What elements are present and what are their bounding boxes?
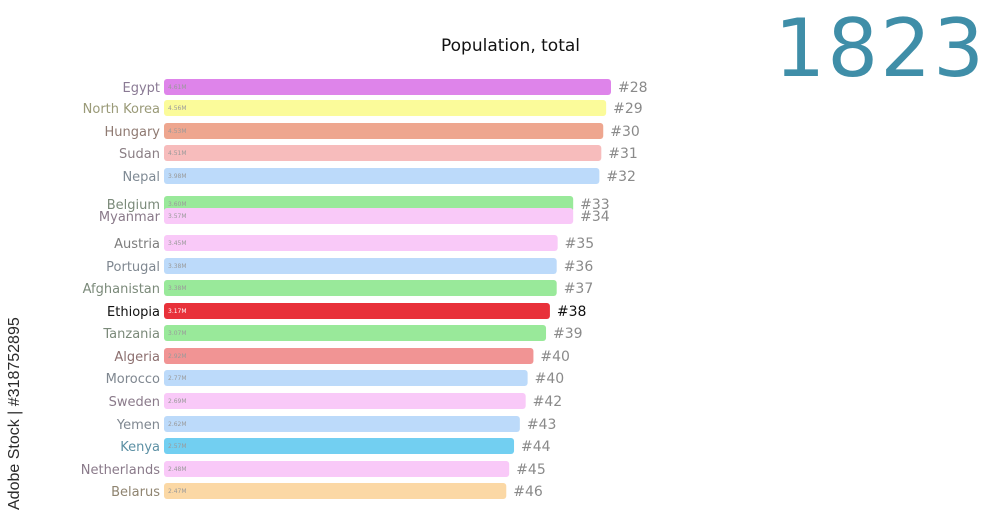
rank-label: #43 (527, 417, 557, 433)
rank-label: #40 (540, 349, 570, 365)
bar-value-label: 4.61M (168, 84, 187, 91)
rank-label: #45 (516, 462, 546, 478)
category-label: Egypt (122, 81, 160, 96)
bar-north-korea (164, 100, 607, 116)
category-label: Sweden (109, 395, 160, 410)
category-label: Kenya (120, 440, 160, 455)
category-label: Hungary (104, 125, 160, 140)
year-counter: 1823 (774, 2, 986, 95)
bar-value-label: 4.53M (168, 128, 187, 135)
category-label: Netherlands (81, 463, 160, 478)
category-label: Myanmar (99, 210, 161, 225)
chart-title: Population, total (441, 36, 580, 56)
bar-value-label: 2.69M (168, 398, 187, 405)
bar-value-label: 3.17M (168, 308, 187, 315)
category-label: Sudan (119, 147, 160, 162)
bar-portugal (164, 258, 557, 274)
category-label: Nepal (122, 170, 160, 185)
rank-label: #46 (513, 484, 543, 500)
bar-myanmar (164, 208, 574, 224)
bar-afghanistan (164, 280, 557, 296)
category-label: Morocco (106, 372, 160, 387)
rank-label: #30 (610, 124, 640, 140)
bar-value-label: 3.07M (168, 330, 187, 337)
bar-sweden (164, 393, 526, 409)
rank-label: #32 (606, 169, 636, 185)
bar-sudan (164, 145, 602, 161)
category-label: North Korea (83, 102, 160, 117)
bar-value-label: 2.57M (168, 443, 187, 450)
bar-algeria (164, 348, 534, 364)
bar-value-label: 2.48M (168, 466, 187, 473)
category-label: Algeria (114, 350, 160, 365)
bar-hungary (164, 123, 604, 139)
rank-label: #33 (580, 197, 610, 213)
bar-tanzania (164, 325, 547, 341)
bar-ethiopia (164, 303, 550, 319)
category-label: Afghanistan (83, 282, 160, 297)
category-label: Austria (114, 237, 160, 252)
bar-kenya (164, 438, 515, 454)
bar-austria (164, 235, 558, 251)
category-label: Belgium (107, 198, 160, 213)
bar-netherlands (164, 461, 510, 477)
bar-value-label: 3.38M (168, 263, 187, 270)
bar-egypt (164, 79, 611, 95)
bar-value-label: 4.56M (168, 105, 187, 112)
rank-label: #31 (608, 146, 638, 162)
bar-yemen (164, 416, 520, 432)
rank-label: #44 (521, 439, 551, 455)
rank-label: #39 (553, 326, 583, 342)
category-label: Portugal (106, 260, 160, 275)
category-label: Tanzania (102, 327, 160, 342)
rank-label: #29 (613, 101, 643, 117)
bar-value-label: 2.62M (168, 421, 187, 428)
rank-label: #42 (533, 394, 563, 410)
rank-label: #28 (618, 80, 648, 96)
rank-label: #36 (564, 259, 594, 275)
rank-label: #37 (564, 281, 594, 297)
bar-value-label: 3.57M (168, 213, 187, 220)
bar-belarus (164, 483, 507, 499)
bar-value-label: 4.51M (168, 150, 187, 157)
category-label: Belarus (111, 485, 160, 500)
bar-nepal (164, 168, 600, 184)
rank-label: #34 (580, 209, 610, 225)
bar-value-label: 3.98M (168, 173, 187, 180)
category-label: Ethiopia (107, 305, 160, 320)
rank-label: #35 (565, 236, 595, 252)
bar-value-label: 3.60M (168, 201, 187, 208)
bar-value-label: 3.45M (168, 240, 187, 247)
bar-value-label: 2.77M (168, 375, 187, 382)
rank-label: #40 (535, 371, 565, 387)
bar-value-label: 2.47M (168, 488, 187, 495)
bar-morocco (164, 370, 528, 386)
category-label: Yemen (116, 418, 160, 433)
bar-value-label: 2.92M (168, 353, 187, 360)
rank-label: #38 (557, 304, 587, 320)
bar-value-label: 3.38M (168, 285, 187, 292)
